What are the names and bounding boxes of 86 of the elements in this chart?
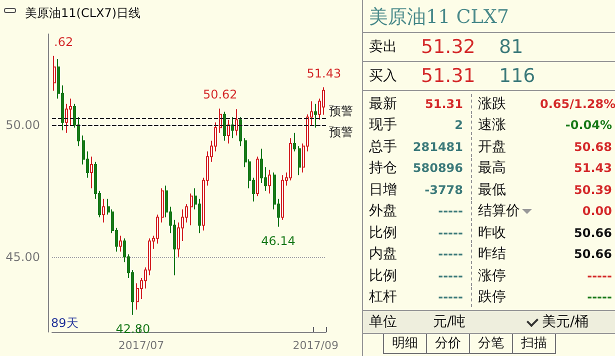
- text: 2: [454, 118, 463, 132]
- text: 580896: [412, 161, 463, 176]
- text: 最新: [369, 94, 398, 113]
- text: 50.66: [573, 247, 612, 262]
- text: 日增: [369, 180, 398, 199]
- text: 0.00: [581, 204, 612, 218]
- text: 比例: [369, 266, 398, 285]
- text: 最高: [478, 159, 507, 178]
- text: 扫描: [512, 334, 556, 354]
- text: 昨收: [478, 224, 507, 242]
- text: 涨停: [478, 266, 507, 285]
- text: 美元/桶: [542, 313, 589, 331]
- text: 内盘: [369, 245, 398, 264]
- annotation: .62: [54, 35, 74, 49]
- text: 50.68: [573, 140, 612, 154]
- text: 昨结: [478, 245, 507, 264]
- ref-line-label: 预警: [329, 104, 353, 118]
- candlestick: [223, 111, 226, 142]
- text: -----: [586, 290, 612, 304]
- text: -----: [437, 204, 463, 218]
- annotation: 46.14: [261, 234, 296, 248]
- candlestick: [161, 188, 164, 224]
- y-tick-label: 45.00: [6, 250, 40, 264]
- text: 分价: [426, 334, 470, 354]
- candlestick: [219, 108, 222, 134]
- candlestick: [239, 116, 242, 147]
- text: 开盘: [478, 138, 507, 156]
- text: 116: [499, 65, 536, 87]
- candlestick: [235, 108, 238, 136]
- text: 分笔: [469, 334, 513, 354]
- text: -----: [437, 226, 463, 240]
- text: 单位: [369, 313, 398, 331]
- candlestick: [90, 156, 93, 189]
- text: 美原油11 CLX7: [368, 5, 510, 30]
- text: -0.04%: [564, 118, 612, 132]
- y-tick-label: 50.00: [6, 118, 40, 132]
- annotation: 50.62: [202, 88, 238, 102]
- candlestick: [119, 235, 122, 252]
- candlestick: [102, 198, 105, 224]
- text: 51.32: [421, 36, 476, 58]
- text: 外盘: [369, 202, 398, 220]
- text: 51.43: [573, 161, 612, 176]
- annotation: 89天: [51, 316, 78, 330]
- candlestick: [256, 156, 259, 197]
- candlestick: [298, 146, 301, 176]
- candlestick: [281, 174, 284, 220]
- candlestick: [314, 103, 317, 128]
- text: -----: [437, 268, 463, 283]
- text: 50.66: [573, 226, 612, 240]
- text: 买入: [369, 67, 398, 85]
- candlestick: [53, 55, 56, 92]
- annotation: 42.80: [116, 322, 150, 336]
- candlestick: [190, 193, 193, 226]
- text: 卖出: [369, 38, 398, 56]
- x-tick-label: 2017/07: [118, 339, 164, 352]
- ref-line-label: 预警: [329, 124, 353, 139]
- candlestick: [268, 169, 271, 194]
- text: 51.31: [424, 96, 463, 111]
- text: 速涨: [478, 116, 507, 134]
- text: 涨跌: [478, 94, 507, 113]
- text: 跌停: [478, 288, 507, 306]
- text: 51.31: [421, 65, 476, 87]
- text: -----: [437, 290, 463, 304]
- text: 结算价: [478, 202, 521, 220]
- x-tick-label: 2017/09: [292, 339, 338, 352]
- chart-title: 美原油11(CLX7)日线: [25, 6, 141, 20]
- candlestick: [322, 86, 325, 116]
- text: 81: [499, 36, 524, 58]
- text: 比例: [369, 224, 398, 242]
- candlestick: [227, 119, 230, 144]
- candlestick: [231, 116, 234, 139]
- text: 元/吨: [433, 313, 467, 331]
- text: 50.39: [573, 182, 612, 197]
- text: 明细: [383, 334, 427, 354]
- text: 281481: [412, 140, 463, 154]
- text: 总手: [369, 138, 398, 156]
- text: 现手: [369, 116, 398, 134]
- text: -----: [437, 247, 463, 262]
- annotation: 51.43: [306, 66, 342, 80]
- text: 杠杆: [369, 288, 398, 306]
- text: 0.65/1.28%: [540, 96, 615, 111]
- text: -3778: [424, 182, 463, 197]
- text: -----: [586, 268, 612, 283]
- candlestick: [293, 132, 296, 152]
- text: 最低: [478, 180, 507, 199]
- text: 持仓: [369, 159, 398, 178]
